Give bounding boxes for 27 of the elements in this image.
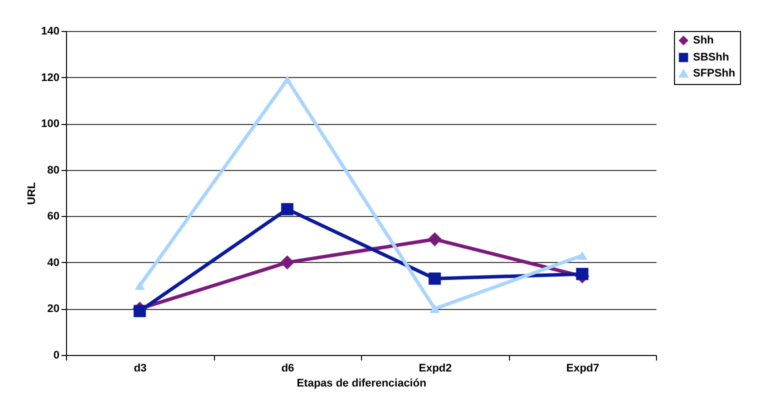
y-tick-label: 100	[41, 118, 60, 130]
x-axis-title: Etapas de diferenciación	[296, 378, 427, 390]
point	[428, 232, 442, 246]
point	[134, 304, 146, 318]
y-tick-label: 60	[47, 210, 60, 223]
point	[577, 251, 588, 260]
y-tick-label: 140	[41, 26, 60, 38]
point	[134, 281, 145, 290]
y-tick-label: 0	[53, 350, 60, 362]
point	[428, 272, 441, 285]
x-tick-label: d6	[281, 362, 294, 374]
y-tick-label: 80	[47, 164, 60, 176]
point	[430, 304, 440, 314]
point	[281, 203, 294, 216]
legend-label: Shh	[693, 34, 714, 46]
legend-label: SBShh	[693, 52, 730, 64]
x-tick-label: d3	[134, 362, 147, 374]
y-axis-title: URL	[26, 182, 38, 205]
x-tick-label: Expd2	[418, 362, 452, 374]
point	[282, 75, 292, 84]
y-tick-label: 120	[41, 72, 60, 84]
legend-label: SFPShh	[693, 68, 736, 80]
point	[576, 268, 588, 280]
y-tick-label: 40	[47, 256, 60, 269]
point	[280, 255, 294, 270]
x-tick-label: Expd7	[566, 362, 600, 374]
y-tick-label: 20	[47, 303, 60, 316]
